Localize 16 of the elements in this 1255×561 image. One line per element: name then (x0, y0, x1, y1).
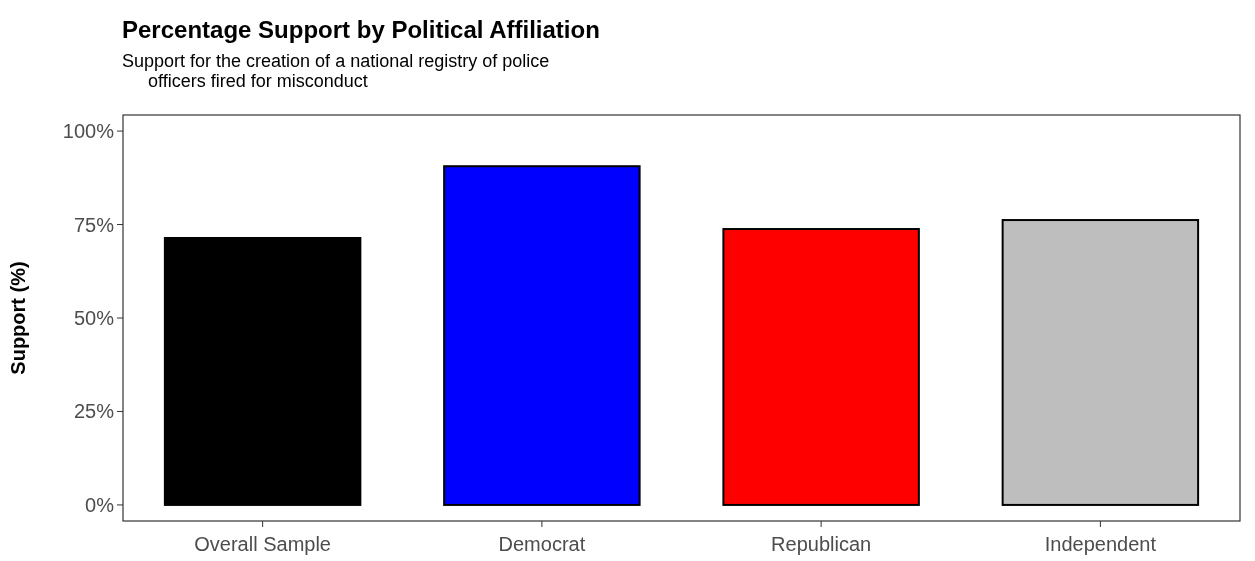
y-axis-title: Support (%) (7, 261, 29, 375)
x-tick-label: Democrat (498, 533, 586, 555)
bar (443, 165, 641, 506)
y-tick-label: 100% (62, 120, 115, 143)
bar (1001, 219, 1200, 506)
x-tick-label: Independent (1044, 533, 1157, 555)
y-tick-label: 50% (73, 307, 115, 329)
chart-title: Percentage Support by Political Affiliation (122, 16, 600, 43)
y-tick-label: 25% (73, 400, 115, 423)
x-tick-label: Republican (771, 533, 872, 555)
chart-subtitle: Support for the creation of a national registry of police officers fired for misconduct (122, 51, 550, 91)
y-tick-label: 75% (73, 213, 115, 236)
bar (722, 228, 920, 506)
bar (163, 237, 362, 506)
y-tick-label: 0% (85, 493, 115, 516)
x-tick-label: Overall Sample (194, 533, 331, 555)
